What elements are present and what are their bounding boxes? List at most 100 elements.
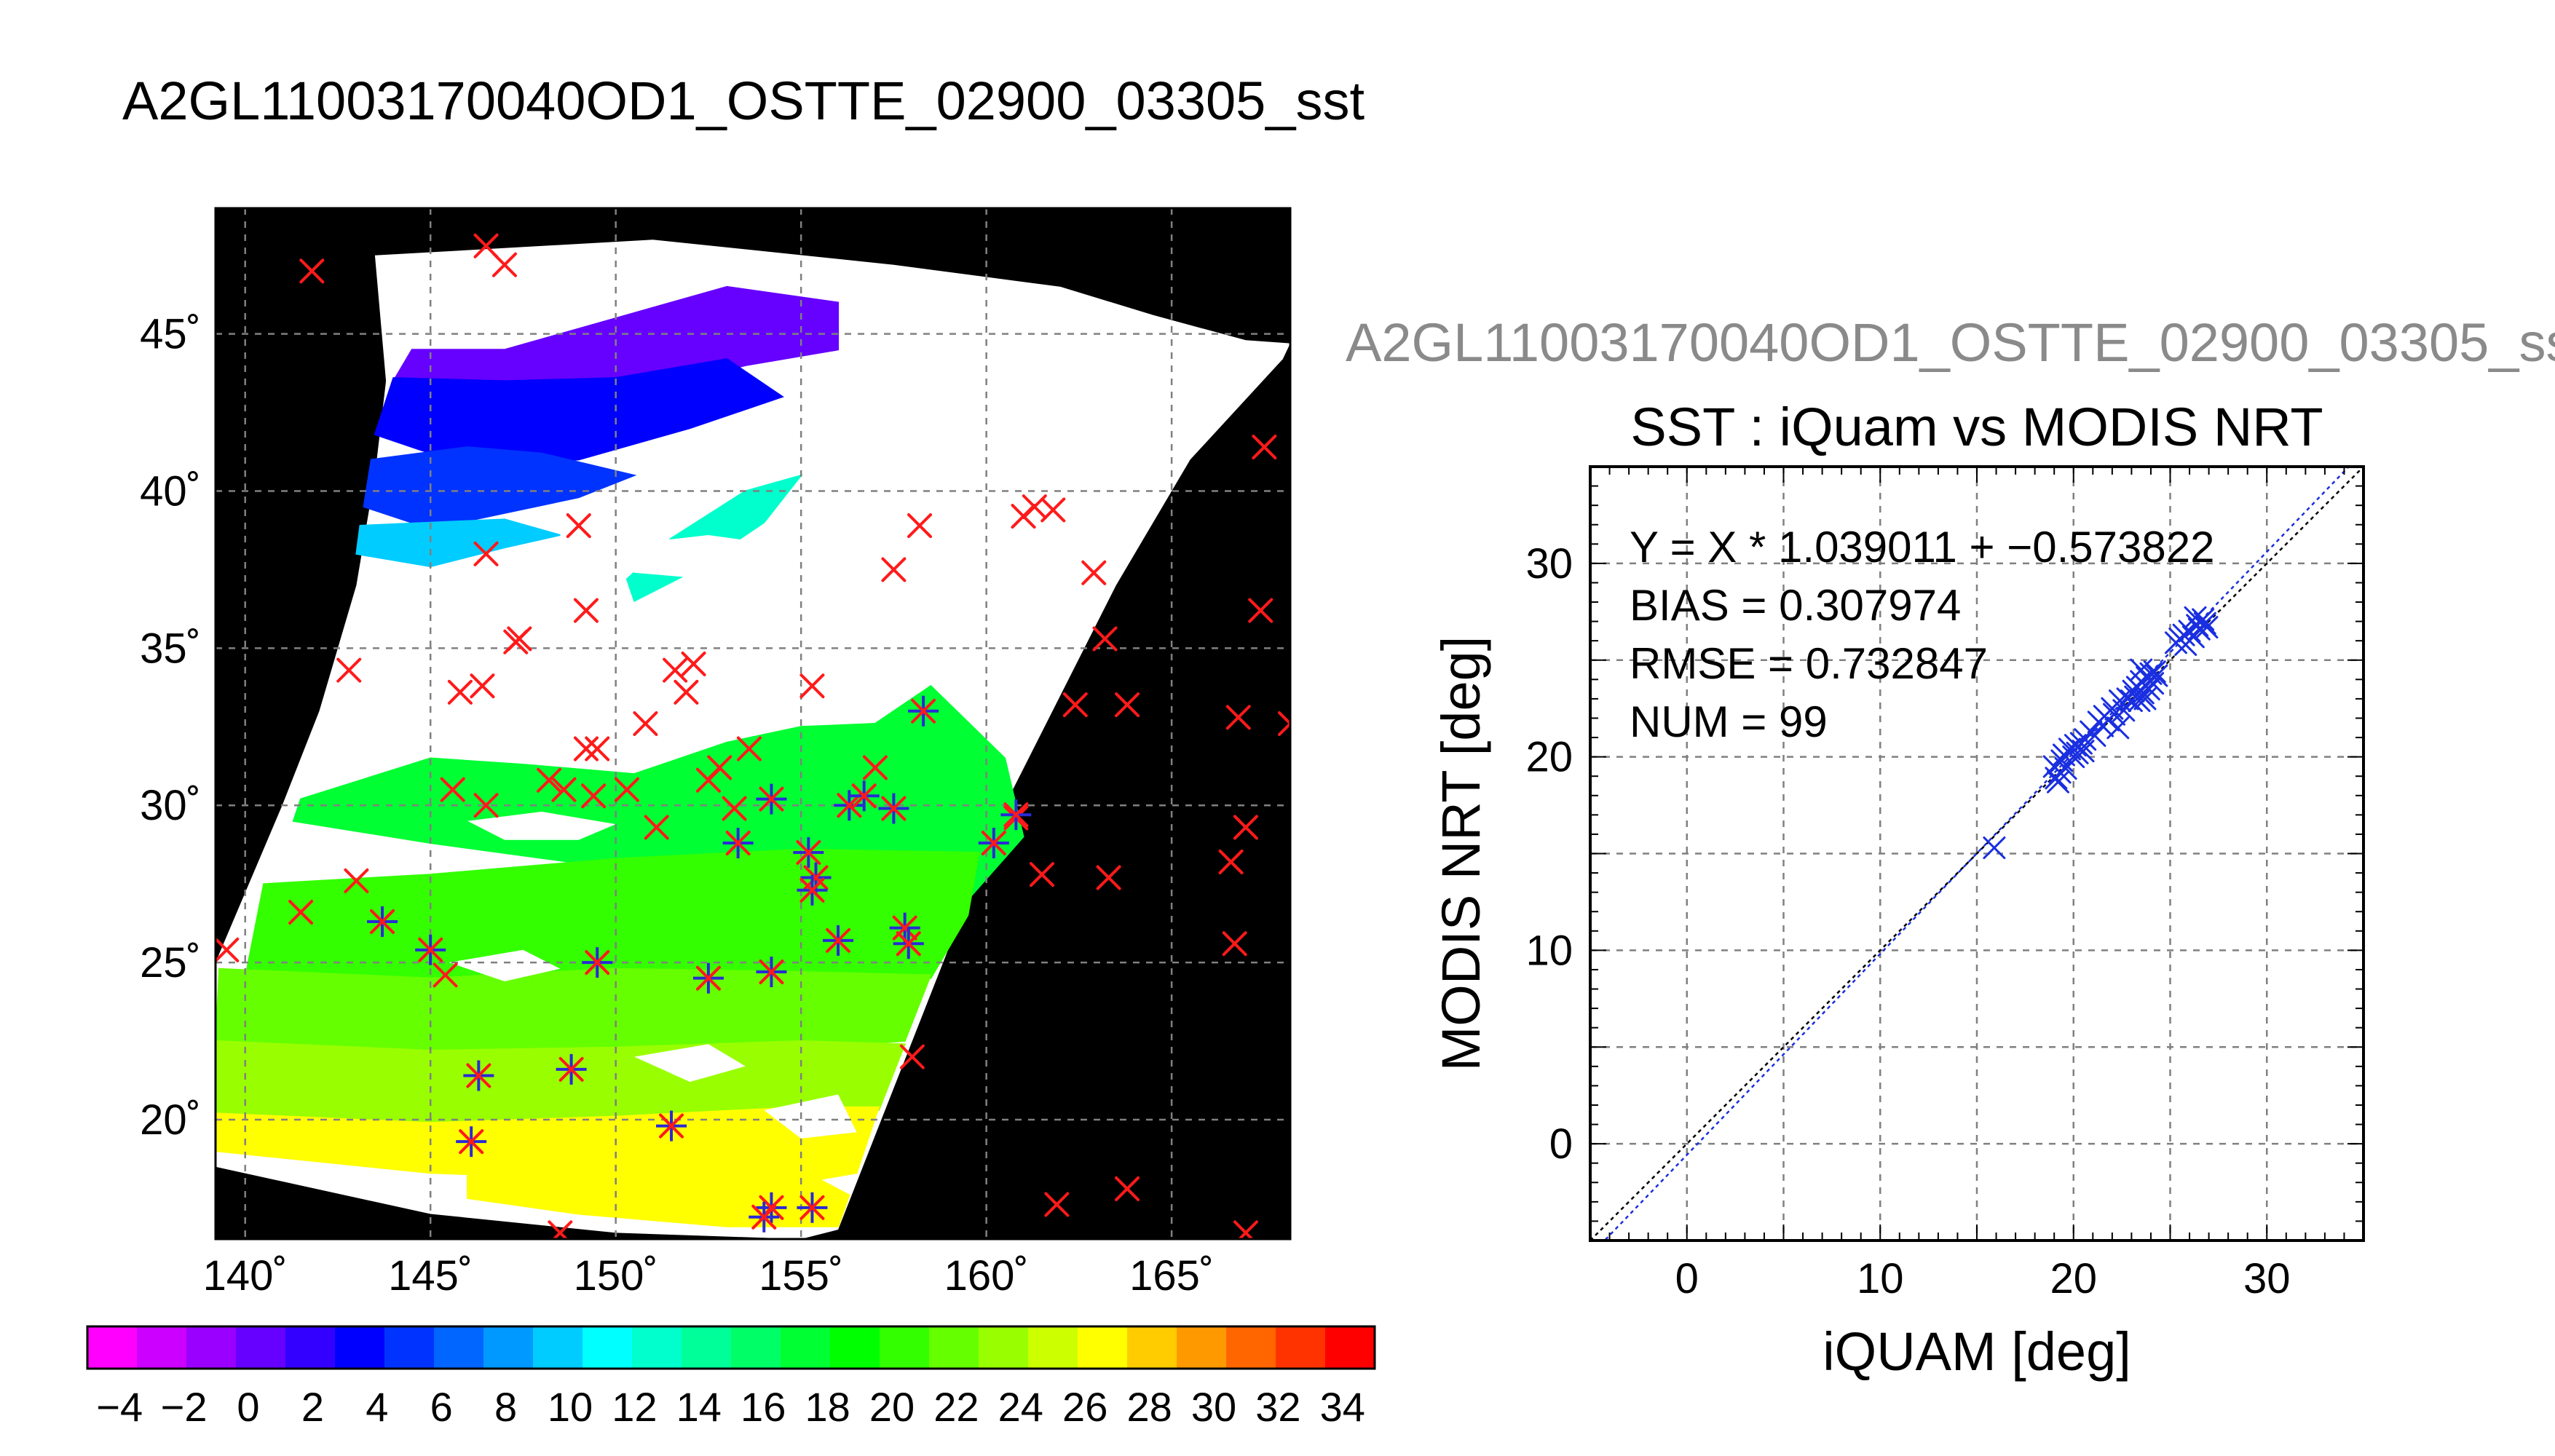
cross-stroke-a [585, 736, 610, 761]
cross-stroke-b [2101, 697, 2124, 720]
map-y-tick-label: 35˚ [140, 625, 201, 672]
insitu-match-marker [1233, 1220, 1258, 1239]
cross-stroke-a [1081, 560, 1107, 585]
cross-stroke-a [2145, 664, 2168, 687]
cross-stroke-b [695, 965, 721, 991]
scatter-stat-annotation: Y = X * 1.039011 + −0.573822 [1630, 523, 2215, 571]
cross-stroke-b [1040, 497, 1066, 523]
cross-stroke-b [803, 865, 829, 890]
cross-stroke-a [473, 541, 499, 566]
star-cross [799, 1195, 825, 1220]
cross-stroke-a [2097, 708, 2120, 732]
scatter-point [2174, 633, 2197, 656]
cross-stroke-b [2116, 687, 2139, 711]
scatter-title: SST : iQuam vs MODIS NRT [1630, 397, 2323, 457]
cloud-patch [449, 949, 561, 981]
cross-stroke-a [566, 513, 591, 539]
cross-stroke-b [2136, 666, 2159, 689]
colorbar-segment [731, 1326, 781, 1369]
star-cross [851, 783, 877, 809]
cross-stroke-a [614, 777, 639, 802]
star-cross [659, 1113, 684, 1139]
cross-stroke-b [862, 755, 888, 780]
sst-match-marker [692, 962, 724, 994]
cross-stroke-b [186, 518, 208, 539]
cross-stroke-a [803, 865, 829, 890]
cross-stroke-a [1044, 1192, 1070, 1217]
cross-stroke-b [551, 777, 577, 802]
cross-stroke-a [344, 868, 369, 893]
cross-stroke-a [2187, 617, 2211, 641]
star-cross [585, 950, 610, 976]
cross-stroke-b [2143, 660, 2166, 684]
scatter-stat-annotation: RMSE = 0.732847 [1630, 639, 1988, 688]
insitu-match-marker [1278, 711, 1290, 736]
colorbar-segment [1325, 1326, 1375, 1369]
cross-stroke-a [2174, 633, 2197, 656]
star-cross [759, 960, 784, 985]
scatter-stat-annotation: BIAS = 0.307974 [1630, 581, 1961, 630]
cross-stroke-b [466, 1063, 491, 1088]
cross-stroke-b [2137, 678, 2160, 701]
scatter-x-tick-label: 0 [1675, 1255, 1699, 1302]
cross-stroke-b [2186, 614, 2209, 637]
sst-match-marker [893, 928, 924, 960]
insitu-match-marker [663, 657, 688, 683]
map-background [216, 208, 1290, 1239]
cross-stroke-b [899, 1044, 925, 1069]
cross-stroke-a [799, 673, 825, 699]
cross-stroke-b [1003, 805, 1029, 831]
cross-stroke-b [216, 937, 240, 962]
cross-stroke-a [558, 1056, 584, 1082]
insitu-match-marker [491, 252, 517, 277]
cross-stroke-a [1248, 598, 1273, 623]
insitu-match-marker [537, 767, 562, 793]
secondary-title: A2GL11003170040OD1_OSTTE_02900_03305_sst [1346, 312, 2555, 373]
map-x-tick-label: 160˚ [944, 1252, 1029, 1299]
insitu-match-marker [288, 900, 314, 925]
cross-stroke-a [418, 937, 443, 962]
cross-stroke-b [1044, 1192, 1070, 1217]
insitu-match-marker [1003, 805, 1029, 831]
scatter-point [2054, 757, 2077, 780]
cross-stroke-b [981, 831, 1006, 856]
insitu-match-marker [573, 598, 599, 623]
cross-stroke-b [2042, 755, 2066, 778]
cross-stroke-a [1029, 862, 1054, 887]
cross-stroke-a [2093, 705, 2116, 728]
cross-stroke-b [725, 831, 751, 856]
cross-stroke-a [370, 909, 395, 934]
cross-stroke-a [447, 679, 473, 705]
colorbar-segment [880, 1326, 930, 1369]
cross-stroke-a [2178, 620, 2201, 643]
colorbar-tick-label: 24 [998, 1384, 1043, 1430]
cross-stroke-a [2080, 720, 2103, 743]
scatter-point [2047, 770, 2070, 794]
cross-stroke-b [1983, 836, 2006, 860]
cross-stroke-a [2130, 658, 2153, 681]
scatter-point [2112, 699, 2136, 722]
cross-stroke-a [2192, 608, 2215, 631]
scatter-point [2141, 672, 2165, 695]
sst-match-marker [848, 780, 880, 812]
cross-stroke-b [566, 513, 591, 539]
cross-stroke-a [826, 927, 851, 953]
insitu-match-marker [216, 937, 240, 962]
cross-stroke-a [2181, 625, 2205, 649]
cross-stroke-b [2045, 767, 2068, 790]
insitu-match-marker [633, 711, 658, 736]
cross-stroke-a [1003, 805, 1029, 831]
map-y-tick-label: 25˚ [140, 939, 201, 986]
scatter-point [2184, 606, 2207, 629]
scatter-point [2048, 761, 2072, 784]
cross-stroke-a [799, 877, 825, 903]
swath-cloud-area [216, 240, 1290, 1239]
star-cross [911, 698, 936, 724]
scatter-point [2128, 689, 2151, 713]
sst-patch [625, 474, 803, 603]
sst-patch [216, 1040, 907, 1127]
insitu-match-marker [551, 777, 577, 802]
cross-stroke-a [2054, 757, 2077, 780]
scatter-stat-annotation: NUM = 99 [1630, 697, 1828, 746]
star-cross [881, 796, 907, 821]
